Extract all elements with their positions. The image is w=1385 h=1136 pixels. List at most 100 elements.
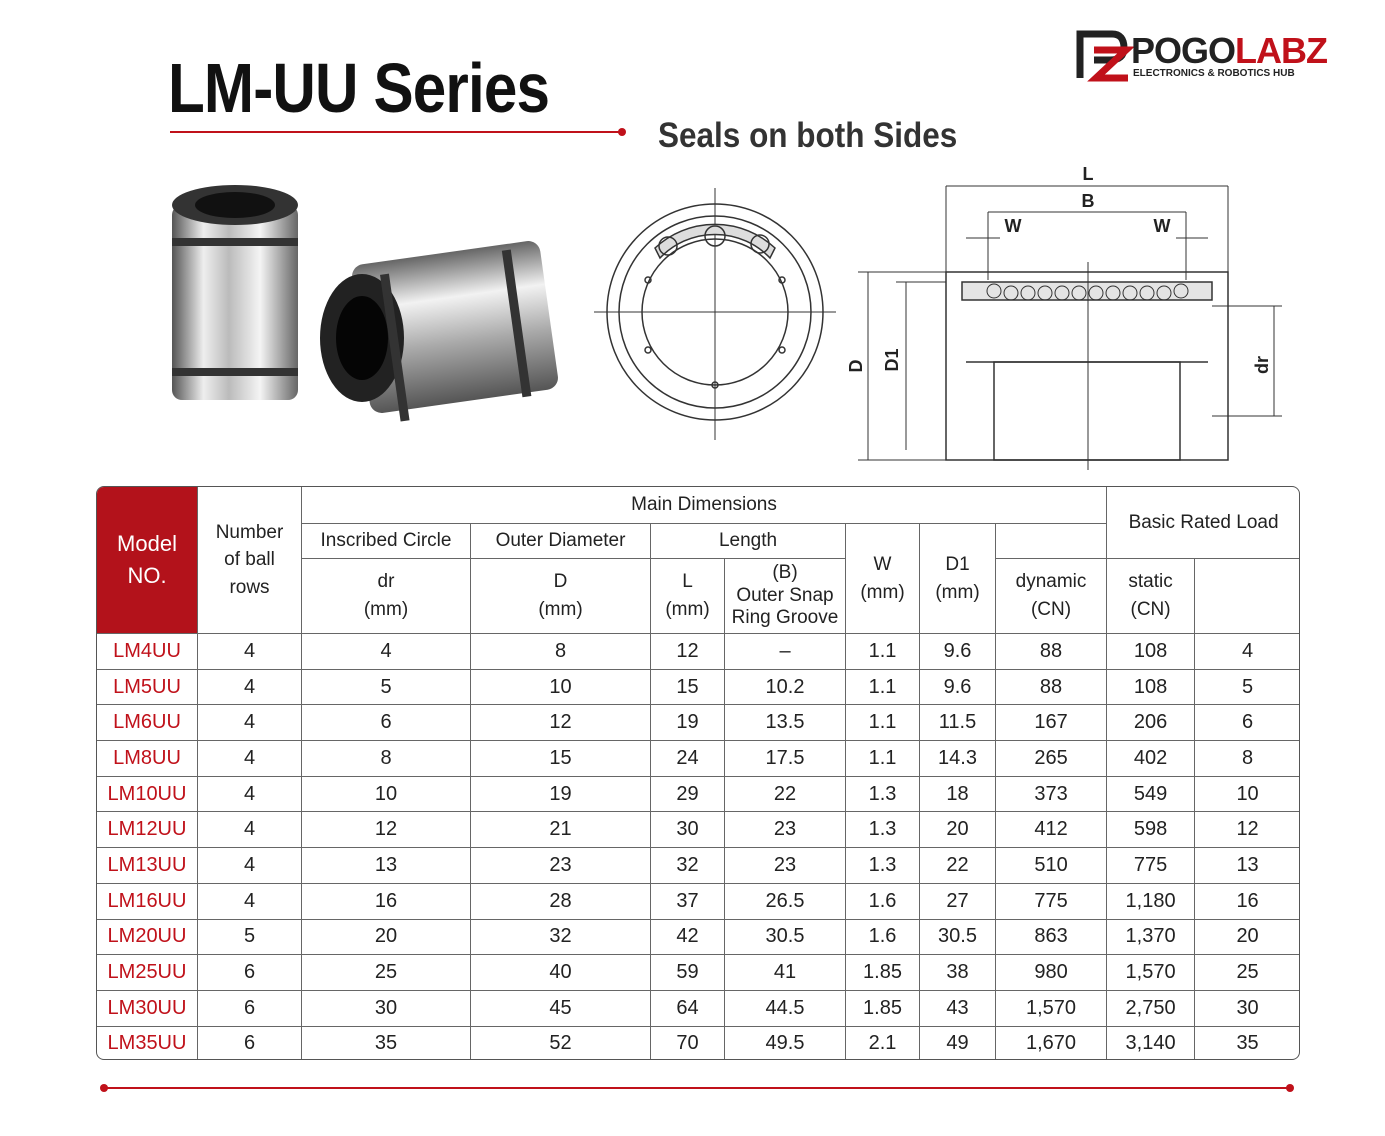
value-cell: 35	[301, 1025, 471, 1059]
value-cell: 45	[470, 989, 651, 1027]
value-cell: 19	[650, 704, 725, 742]
value-cell: 28	[470, 882, 651, 920]
value-cell: 1.85	[845, 954, 920, 991]
header-line: Model	[117, 531, 177, 557]
value-cell: 12	[1194, 811, 1299, 849]
header-cell: Number of ball rows	[197, 487, 302, 634]
value-cell: 4	[1194, 633, 1299, 670]
model-cell: LM12UU	[97, 811, 198, 849]
value-cell: 20	[919, 811, 996, 849]
header-line: Number	[215, 521, 284, 543]
value-cell: 108	[1106, 668, 1196, 706]
value-cell: 22	[724, 775, 846, 813]
header-line: (CN)	[1130, 599, 1171, 620]
value-cell: 3,140	[1106, 1025, 1196, 1059]
value-cell: 23	[470, 847, 651, 884]
value-cell: 35	[1194, 1025, 1299, 1059]
value-cell: 27	[919, 882, 996, 920]
value-cell: 1.1	[845, 633, 920, 670]
value-cell: 42	[650, 918, 725, 956]
value-cell: 775	[994, 882, 1108, 920]
value-cell: 16	[1194, 882, 1299, 920]
value-cell: 17.5	[724, 740, 846, 777]
value-cell: 2.1	[845, 1025, 920, 1059]
value-cell: 4	[197, 811, 302, 849]
value-cell: 1,670	[994, 1025, 1108, 1059]
value-cell: 10.2	[724, 668, 846, 706]
value-cell: 38	[919, 954, 996, 991]
value-cell: 402	[1106, 740, 1196, 777]
value-cell: 29	[650, 775, 725, 813]
table-row: LM4UU 4 4 8 12–1.1 9.6 88 108 4	[97, 633, 1299, 670]
header-cell: dr (mm)	[301, 558, 471, 634]
header-cell: W (mm)	[845, 523, 920, 634]
model-cell: LM25UU	[97, 954, 198, 991]
header-line: Outer Snap	[736, 584, 834, 606]
header-line: (mm)	[665, 599, 710, 620]
title: LM-UU Series	[168, 49, 550, 127]
header-cell: Outer Diameter	[470, 523, 651, 559]
value-cell: 43	[919, 989, 996, 1027]
value-cell: 6	[197, 989, 302, 1027]
value-cell: 13	[1194, 847, 1299, 884]
value-cell: 64	[650, 989, 725, 1027]
model-cell: LM16UU	[97, 882, 198, 920]
value-cell: 8	[470, 633, 651, 670]
value-cell: 1,370	[1106, 918, 1196, 956]
brand-a: POGO	[1131, 30, 1236, 71]
value-cell: 20	[1194, 918, 1299, 956]
label-W: W	[1005, 216, 1022, 236]
model-cell: LM10UU	[97, 775, 198, 813]
value-cell: 12	[650, 633, 725, 670]
model-cell: LM30UU	[97, 989, 198, 1027]
value-cell: 373	[994, 775, 1108, 813]
header-line: L	[682, 571, 693, 593]
value-cell: 1.3	[845, 775, 920, 813]
value-cell: 49	[919, 1025, 996, 1059]
value-cell: 15	[650, 668, 725, 706]
value-cell: 1.1	[845, 668, 920, 706]
header-cell: D (mm)	[470, 558, 651, 634]
value-cell: 20	[301, 918, 471, 956]
header-cell: Basic Rated Load	[1106, 487, 1299, 559]
value-cell: 1.85	[845, 989, 920, 1027]
value-cell: 1.1	[845, 740, 920, 777]
value-cell: 30	[301, 989, 471, 1027]
value-cell: 25	[1194, 954, 1299, 991]
table-row: LM5UU 4 5 10 15 10.2 1.1 9.6 88 108 5	[97, 668, 1299, 706]
header-line: D	[553, 571, 568, 593]
model-cell: LM20UU	[97, 918, 198, 956]
value-cell: 5	[1194, 668, 1299, 706]
value-cell: 4	[197, 775, 302, 813]
value-cell: 6	[197, 1025, 302, 1059]
subtitle: Seals on both Sides	[658, 116, 958, 155]
value-cell: 775	[1106, 847, 1196, 884]
value-cell: 4	[197, 633, 302, 670]
value-cell: 167	[994, 704, 1108, 742]
value-cell: 10	[470, 668, 651, 706]
model-cell: LM13UU	[97, 847, 198, 884]
value-cell: 30.5	[919, 918, 996, 956]
model-cell: LM35UU	[97, 1025, 198, 1059]
value-cell: 6	[1194, 704, 1299, 742]
value-cell: 1.6	[845, 918, 920, 956]
header-cell: Length	[650, 523, 846, 559]
label-B: B	[1082, 191, 1095, 211]
value-cell: 4	[197, 668, 302, 706]
value-cell: 19	[470, 775, 651, 813]
model-cell: LM5UU	[97, 668, 198, 706]
value-cell: 6	[197, 954, 302, 991]
value-cell: 15	[470, 740, 651, 777]
value-cell: 1,570	[994, 989, 1108, 1027]
table-row: LM6UU 4 6 12 19 13.5 1.1 11.5 167 206 6	[97, 704, 1299, 742]
value-cell: 10	[1194, 775, 1299, 813]
value-cell: 12	[470, 704, 651, 742]
value-cell: 13.5	[724, 704, 846, 742]
value-cell: 49.5	[724, 1025, 846, 1059]
table-row: LM25UU 6 25 40 59 41 1.85 38 980 1,570 25	[97, 954, 1299, 991]
spec-table: Model NO. Number of ball rows Main Dimensio…	[97, 487, 1299, 1059]
value-cell: 4	[301, 633, 471, 670]
value-cell: 26.5	[724, 882, 846, 920]
